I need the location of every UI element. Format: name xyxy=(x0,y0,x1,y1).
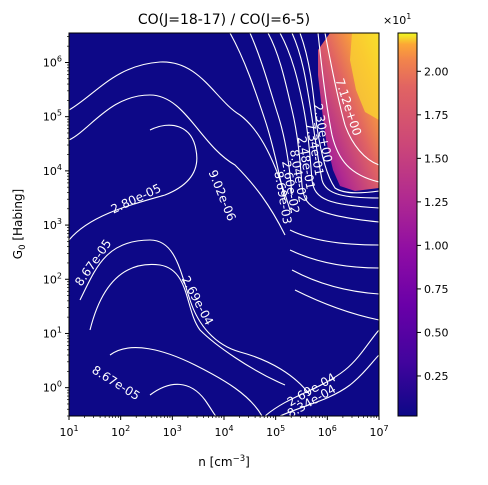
y-tick-label: 106 xyxy=(43,54,62,69)
contour-line xyxy=(294,289,379,321)
chart-title: CO(J=18-17) / CO(J=6-5) xyxy=(138,12,310,28)
contour-line xyxy=(149,383,217,416)
contour-line xyxy=(109,347,263,416)
colorbar-tick-label: 0.25 xyxy=(424,370,449,383)
contour-line xyxy=(249,33,293,196)
y-tick-label: 100 xyxy=(43,380,62,395)
y-tick-label: 104 xyxy=(43,163,62,178)
colorbar-tick-label: 0.50 xyxy=(424,326,449,339)
y-axis: 100 101 102 103 104 105 106 xyxy=(43,36,69,417)
contour-line xyxy=(229,33,286,201)
contour-lines xyxy=(69,33,379,416)
contour-line xyxy=(291,269,379,295)
contour-line xyxy=(69,61,291,211)
contour-line xyxy=(279,354,379,416)
colorbar: 0.25 0.50 0.75 1.00 1.25 1.50 1.75 2.00 ×101 xyxy=(383,12,449,417)
x-tick-label: 107 xyxy=(369,424,388,439)
x-axis-label: n [cm−3] xyxy=(198,454,250,469)
colorbar-gradient xyxy=(397,32,418,417)
y-tick-label: 102 xyxy=(43,271,62,286)
contour-line xyxy=(324,33,379,166)
y-axis-label-subscript: 0 xyxy=(18,245,28,250)
contour-line xyxy=(69,94,286,236)
x-axis-label-close: ] xyxy=(245,455,250,469)
x-tick-label: 102 xyxy=(111,424,130,439)
x-tick-label: 106 xyxy=(318,424,337,439)
x-axis: 101 102 103 104 105 106 107 xyxy=(59,416,389,439)
contour-line xyxy=(69,124,198,241)
contour-line xyxy=(299,33,379,194)
colorbar-tick-label: 0.75 xyxy=(424,283,449,296)
contour-line xyxy=(89,263,286,386)
contour-line xyxy=(267,33,379,223)
colorbar-tick-label: 2.00 xyxy=(424,65,449,78)
colorbar-tick-label: 1.00 xyxy=(424,239,449,252)
heatmap-hot-core xyxy=(350,33,379,120)
x-tick-label: 101 xyxy=(59,424,78,439)
colorbar-multiplier-exponent: 1 xyxy=(406,12,411,21)
colorbar-tick-label: 1.50 xyxy=(424,152,449,165)
contour-line xyxy=(289,249,379,269)
plot-area: 2.80e-05 9.02e-068.67e-052.69e-048.67e-05… xyxy=(69,33,379,416)
x-tick-label: 104 xyxy=(214,424,233,439)
x-tick-label: 105 xyxy=(266,424,285,439)
contour-line xyxy=(264,329,379,416)
y-tick-label: 101 xyxy=(43,325,62,340)
contour-line xyxy=(291,33,379,199)
contour-line xyxy=(289,229,379,246)
y-tick-label: 103 xyxy=(43,217,62,232)
colorbar-tick-label: 1.25 xyxy=(424,196,449,209)
x-tick-label: 103 xyxy=(163,424,182,439)
y-axis-label-rest: [Habing] xyxy=(11,189,25,245)
contour-line xyxy=(79,239,311,396)
colorbar-tick-label: 1.75 xyxy=(424,109,449,122)
colorbar-ticks: 0.25 0.50 0.75 1.00 1.25 1.50 1.75 2.00 xyxy=(417,65,449,383)
y-tick-label: 105 xyxy=(43,109,62,124)
contour-line xyxy=(317,33,379,183)
colorbar-multiplier: ×101 xyxy=(383,12,411,27)
y-axis-label: G0 [Habing] xyxy=(11,189,28,259)
x-axis-label-exponent: −3 xyxy=(233,454,246,464)
contour-line xyxy=(279,33,379,209)
